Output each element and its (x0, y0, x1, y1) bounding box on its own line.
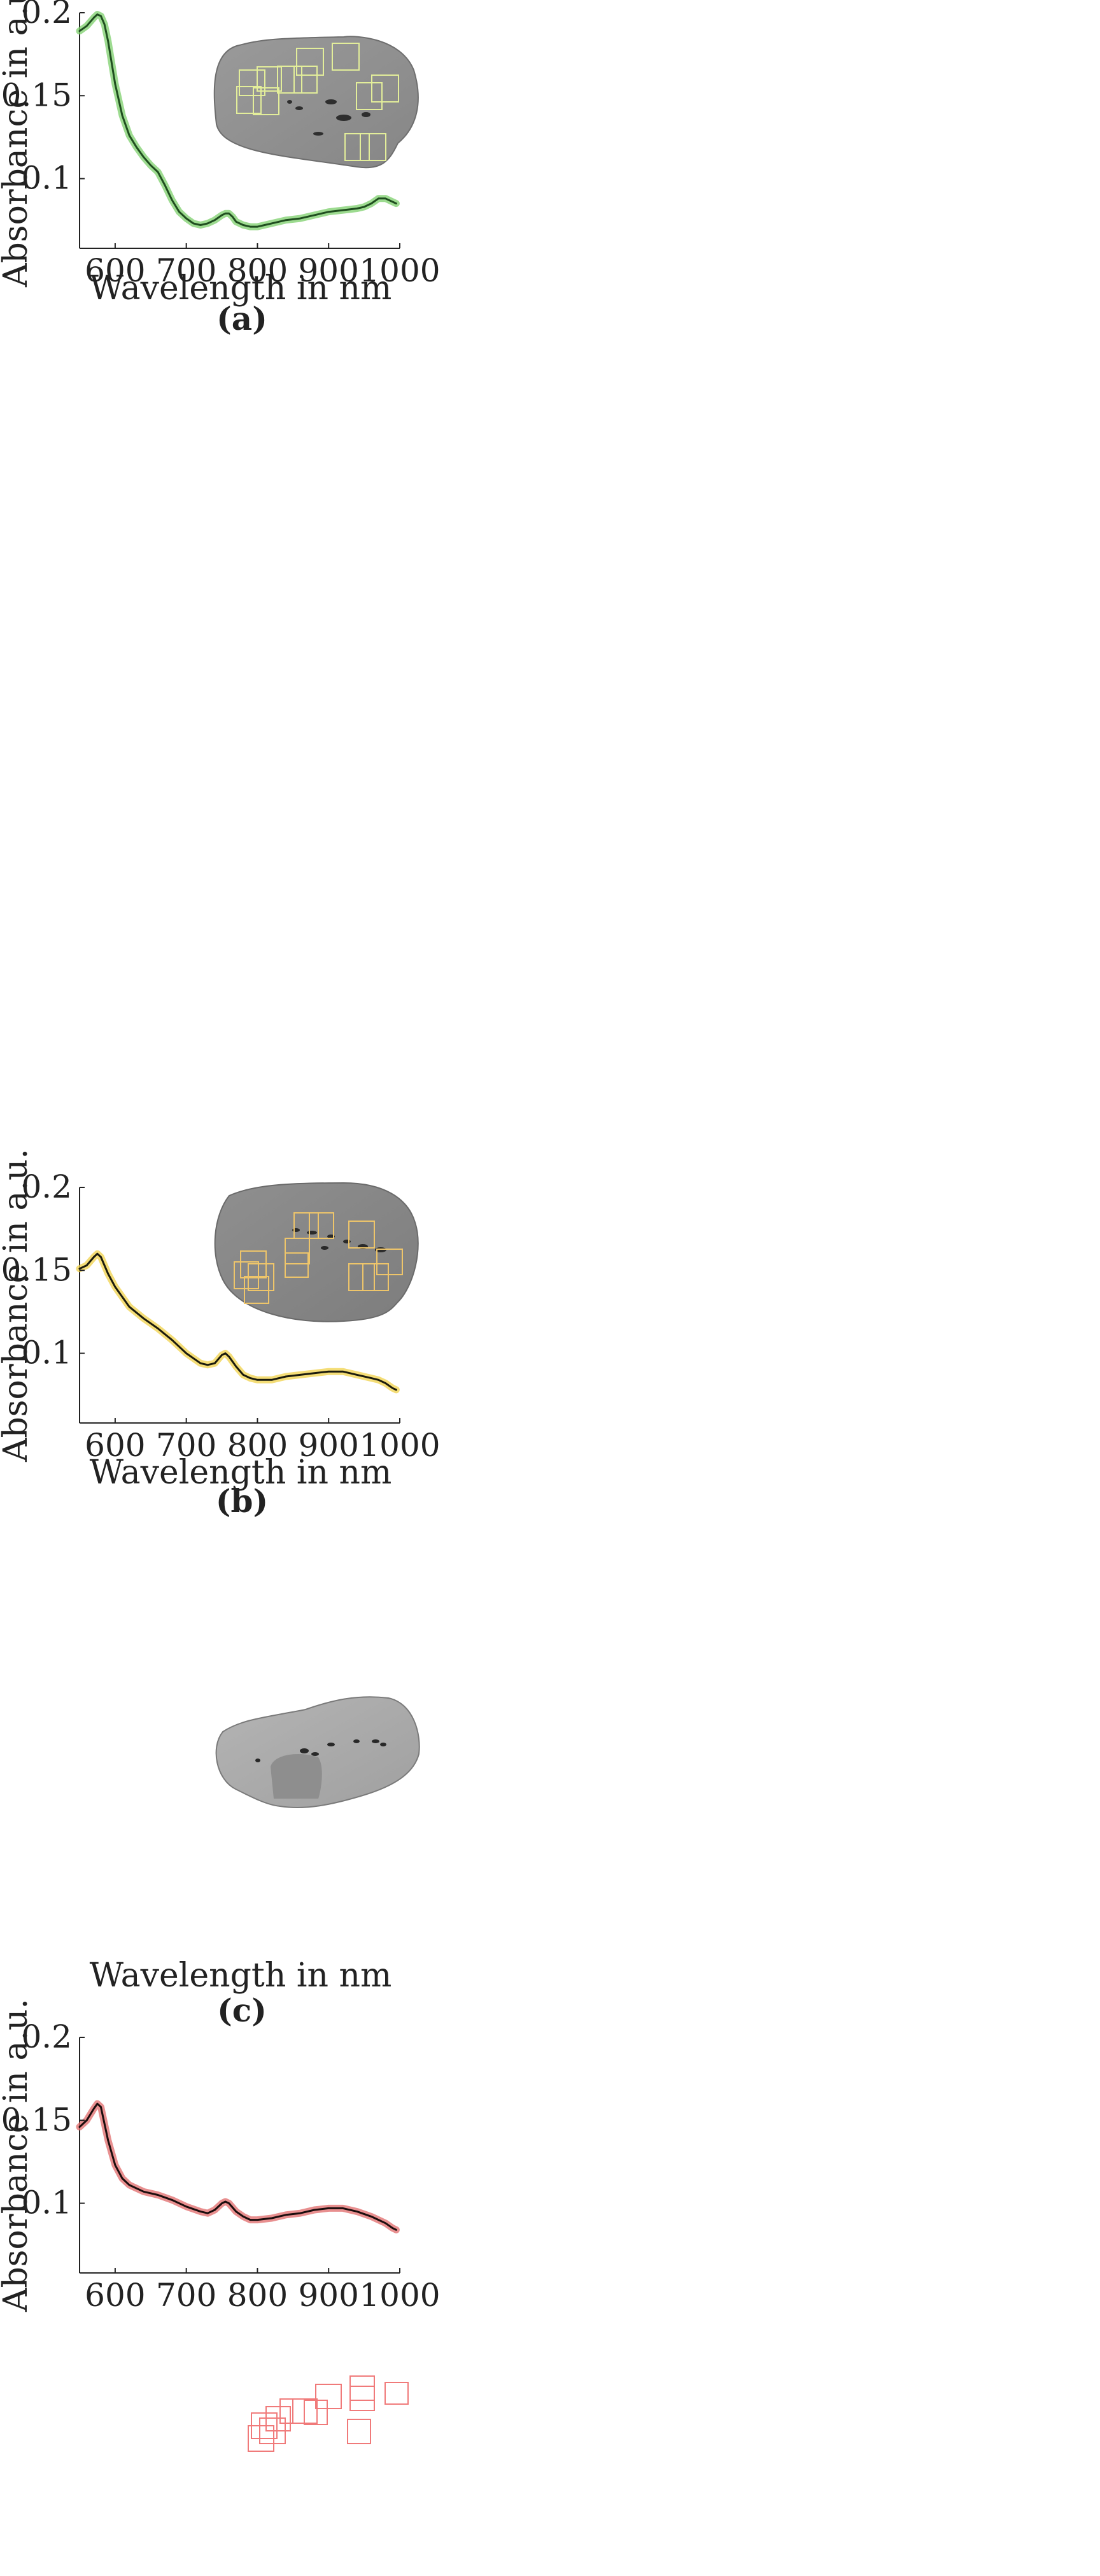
x-tick-label: 900 (299, 252, 359, 289)
roi-box (309, 1212, 334, 1239)
panel-c: 600 700 800 900 1000 0.1 0.15 0.2 Wavelength in… (0, 1694, 1100, 2576)
y-tick-label: 0.15 (1, 1251, 72, 1288)
roi-box (236, 86, 262, 114)
tissue-section-a (213, 36, 419, 169)
tissue-spots-c (255, 1739, 386, 1762)
roi-box (239, 69, 265, 96)
roi-box (244, 1276, 269, 1304)
panel-b: 600 700 800 900 1000 0.1 0.15 0.2 Wavelength in… (0, 847, 1100, 1694)
roi-box (349, 2386, 375, 2411)
y-axis-title: Absorbance in a.u. (0, 0, 35, 288)
x-tick-label: 1000 (359, 252, 440, 289)
x-tick-label: 700 (156, 2277, 216, 2314)
x-tick-label: 600 (85, 2277, 145, 2314)
caption-c: (c) (217, 1992, 267, 2029)
chart-a: 600 700 800 900 1000 0.1 0.15 0.2 Wavelength in… (0, 0, 441, 337)
tissue-section-c (215, 1696, 420, 2452)
roi-box (348, 1263, 375, 1291)
x-axis-title: Wavelength in nm (90, 1454, 392, 1492)
x-tick-label: 600 (85, 1427, 145, 1464)
y-tick-label: 0.2 (21, 0, 72, 31)
x-tick-label: 800 (227, 2277, 288, 2314)
panel-a: 600 700 800 900 1000 0.1 0.15 0.2 Wavelength in… (0, 0, 1100, 847)
roi-box (332, 43, 360, 71)
roi-box (234, 1261, 259, 1289)
roi-box (257, 66, 282, 92)
x-axis-title: Wavelength in nm (90, 269, 392, 308)
roi-box (277, 66, 302, 94)
y-tick-label: 0.15 (1, 76, 72, 113)
roi-box (296, 48, 324, 76)
series-line (78, 13, 397, 228)
roi-box (265, 2406, 291, 2431)
roi-box (253, 87, 279, 115)
x-tick-label: 900 (299, 1427, 359, 1464)
x-tick-label: 600 (85, 252, 145, 289)
tissue-spots-a (287, 99, 370, 136)
x-tick-label: 900 (299, 2277, 359, 2314)
x-tick-label: 1000 (359, 2277, 440, 2314)
roi-box (344, 133, 370, 161)
x-tick-label: 1000 (359, 1427, 440, 1464)
roi-box (315, 2384, 342, 2409)
y-axis-title: Absorbance in a.u. (0, 1149, 35, 1462)
roi-box (362, 1263, 389, 1291)
y-tick-label: 0.1 (21, 160, 72, 197)
roi-box (376, 1249, 403, 1275)
y-tick-label: 0.2 (21, 2018, 72, 2055)
std-band (76, 2100, 400, 2233)
y-tick-label: 0.1 (21, 2184, 72, 2221)
roi-box (384, 2382, 409, 2405)
caption-b: (b) (216, 1482, 268, 1520)
x-axis-title: Wavelength in nm (90, 1957, 392, 1995)
series-line (78, 2102, 397, 2231)
x-tick-label: 700 (156, 1427, 216, 1464)
chart-b: 600 700 800 900 1000 0.1 0.15 0.2 Wavelength in… (0, 1149, 441, 1520)
roi-box (347, 2419, 371, 2444)
series-line (78, 1252, 397, 1391)
roi-box (360, 133, 386, 161)
tissue-section-b (214, 1182, 419, 1322)
roi-box (371, 74, 399, 103)
roi-box (356, 82, 383, 110)
roi-box (349, 2375, 375, 2401)
x-tick-label: 700 (156, 252, 216, 289)
caption-a: (a) (216, 300, 267, 337)
roi-box (293, 66, 318, 94)
roi-box (285, 1238, 310, 1264)
roi-box (348, 1221, 375, 1249)
roi-box (248, 2425, 274, 2452)
roi-box (285, 1252, 309, 1278)
chart-c: 600 700 800 900 1000 0.1 0.15 0.2 Wavelength in… (0, 1696, 441, 2452)
y-axis-title: Absorbance in a.u. (0, 1999, 35, 2312)
y-tick-label: 0.2 (21, 1168, 72, 1205)
y-tick-label: 0.1 (21, 1334, 72, 1371)
x-tick-label: 800 (227, 1427, 288, 1464)
y-tick-label: 0.15 (1, 2101, 72, 2138)
x-tick-label: 800 (227, 252, 288, 289)
